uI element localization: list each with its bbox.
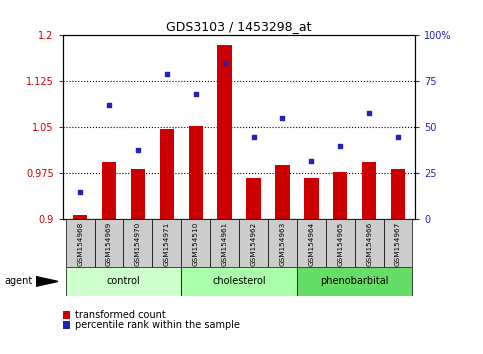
Polygon shape — [36, 276, 58, 286]
Text: GSM154962: GSM154962 — [251, 221, 256, 266]
Point — [250, 134, 257, 139]
Text: GSM154964: GSM154964 — [308, 221, 314, 266]
Bar — [66, 219, 95, 267]
Text: control: control — [107, 276, 141, 286]
Bar — [188, 126, 203, 219]
Bar — [181, 219, 210, 267]
Bar — [275, 165, 290, 219]
Text: GSM154510: GSM154510 — [193, 221, 199, 266]
Text: agent: agent — [5, 276, 33, 286]
Bar — [102, 162, 116, 219]
Text: GSM154971: GSM154971 — [164, 221, 170, 266]
Bar — [73, 215, 87, 219]
Bar — [297, 219, 326, 267]
Bar — [217, 45, 232, 219]
Point — [163, 71, 170, 77]
Text: GSM154965: GSM154965 — [337, 221, 343, 266]
Point — [134, 147, 142, 152]
Text: GSM154961: GSM154961 — [222, 221, 227, 266]
Point — [394, 134, 402, 139]
Text: GSM154968: GSM154968 — [77, 221, 83, 266]
Bar — [95, 219, 124, 267]
Text: GSM154963: GSM154963 — [280, 221, 285, 266]
Point — [365, 110, 373, 115]
Title: GDS3103 / 1453298_at: GDS3103 / 1453298_at — [166, 20, 312, 33]
Point — [192, 91, 199, 97]
Bar — [152, 219, 181, 267]
Bar — [362, 162, 376, 219]
Bar — [268, 219, 297, 267]
Text: GSM154970: GSM154970 — [135, 221, 141, 266]
Bar — [384, 219, 412, 267]
Bar — [66, 267, 181, 296]
Point — [76, 189, 84, 195]
Text: phenobarbital: phenobarbital — [320, 276, 389, 286]
Bar — [391, 169, 405, 219]
Bar — [297, 267, 412, 296]
Point — [308, 158, 315, 164]
Text: GSM154966: GSM154966 — [366, 221, 372, 266]
Text: GSM154967: GSM154967 — [395, 221, 401, 266]
Text: GSM154969: GSM154969 — [106, 221, 112, 266]
Bar — [210, 219, 239, 267]
Bar — [333, 172, 347, 219]
Point — [336, 143, 344, 149]
Bar — [181, 267, 297, 296]
Bar — [239, 219, 268, 267]
Bar — [246, 178, 261, 219]
Point — [105, 103, 113, 108]
Bar — [355, 219, 384, 267]
Point — [279, 115, 286, 121]
Bar — [124, 219, 152, 267]
Bar — [159, 129, 174, 219]
Text: percentile rank within the sample: percentile rank within the sample — [75, 320, 240, 330]
Text: cholesterol: cholesterol — [212, 276, 266, 286]
Text: transformed count: transformed count — [75, 310, 166, 320]
Bar — [304, 178, 319, 219]
Point — [221, 60, 228, 66]
Bar — [131, 169, 145, 219]
Bar — [326, 219, 355, 267]
